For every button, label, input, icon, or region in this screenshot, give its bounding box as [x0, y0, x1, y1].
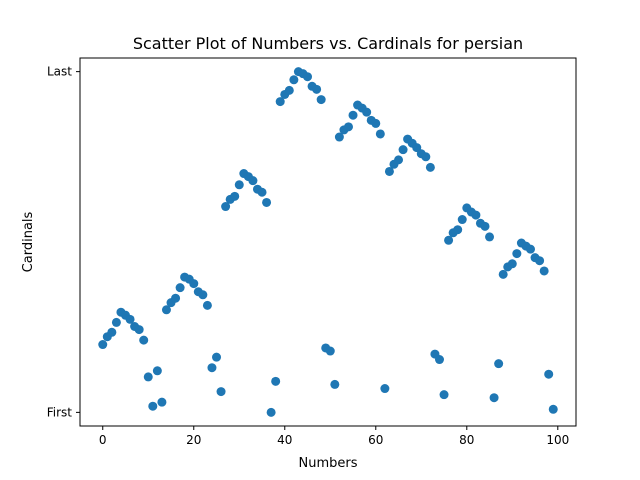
data-point-72 — [425, 162, 435, 172]
data-point-79 — [457, 215, 467, 225]
data-point-98 — [544, 369, 554, 379]
x-tick-label-20: 20 — [186, 433, 201, 447]
points-layer — [98, 67, 558, 417]
data-point-55 — [348, 110, 358, 120]
data-point-86 — [489, 393, 499, 403]
data-point-90 — [507, 259, 517, 269]
data-point-29 — [230, 191, 240, 201]
data-point-85 — [485, 232, 495, 242]
data-point-20 — [189, 279, 199, 289]
data-point-6 — [125, 314, 135, 324]
data-point-10 — [143, 372, 153, 382]
data-point-8 — [134, 325, 144, 335]
x-tick-label-100: 100 — [546, 433, 569, 447]
data-point-47 — [312, 84, 322, 94]
data-point-82 — [471, 210, 481, 220]
data-point-25 — [212, 352, 222, 362]
x-tick-label-0: 0 — [99, 433, 107, 447]
data-point-0 — [98, 340, 108, 350]
data-point-24 — [207, 363, 217, 373]
data-point-33 — [248, 176, 258, 186]
y-axis: First Last — [47, 65, 80, 419]
y-axis-label: Cardinals — [21, 211, 36, 272]
data-point-51 — [330, 379, 340, 389]
data-point-54 — [343, 122, 353, 132]
data-point-96 — [535, 256, 545, 266]
data-point-75 — [439, 390, 449, 400]
data-point-12 — [152, 366, 162, 376]
data-point-62 — [380, 384, 390, 394]
data-point-22 — [198, 290, 208, 300]
y-tick-label-first: First — [47, 405, 73, 419]
data-point-17 — [175, 283, 185, 293]
data-point-14 — [161, 305, 171, 315]
data-point-76 — [444, 235, 454, 245]
data-point-37 — [266, 407, 276, 417]
data-point-63 — [384, 166, 394, 176]
data-point-60 — [371, 118, 381, 128]
data-point-9 — [139, 335, 149, 345]
data-point-48 — [316, 95, 326, 105]
data-point-26 — [216, 387, 226, 397]
data-point-94 — [526, 244, 535, 254]
y-tick-label-last: Last — [47, 65, 72, 79]
data-point-39 — [275, 97, 285, 107]
x-axis: 0 20 40 60 80 100 — [99, 426, 569, 447]
chart-title: Scatter Plot of Numbers vs. Cardinals fo… — [133, 34, 523, 53]
data-point-50 — [325, 346, 335, 356]
data-point-2 — [107, 327, 117, 337]
data-point-66 — [398, 145, 408, 155]
data-point-30 — [234, 180, 244, 190]
data-point-42 — [289, 75, 299, 85]
data-point-52 — [334, 132, 344, 142]
x-tick-label-60: 60 — [368, 433, 383, 447]
data-point-88 — [498, 269, 508, 279]
data-point-45 — [303, 72, 313, 82]
data-point-3 — [111, 317, 121, 327]
data-point-36 — [262, 197, 272, 207]
data-point-35 — [257, 187, 267, 197]
data-point-84 — [480, 221, 490, 231]
data-point-91 — [512, 249, 522, 259]
plot-frame — [79, 57, 577, 427]
data-point-16 — [171, 293, 181, 303]
x-tick-label-40: 40 — [277, 433, 292, 447]
data-point-41 — [284, 85, 294, 95]
data-point-87 — [494, 359, 504, 369]
data-point-99 — [548, 404, 558, 414]
data-point-74 — [434, 355, 444, 365]
data-point-61 — [375, 129, 385, 139]
x-axis-label: Numbers — [299, 456, 358, 471]
data-point-97 — [539, 266, 549, 276]
data-point-58 — [362, 107, 372, 117]
data-point-69 — [412, 143, 422, 153]
data-point-13 — [157, 397, 167, 407]
data-point-71 — [421, 152, 431, 162]
data-point-11 — [148, 401, 158, 411]
data-point-23 — [202, 300, 212, 310]
x-tick-label-80: 80 — [459, 433, 474, 447]
data-point-38 — [271, 376, 281, 386]
data-point-78 — [453, 225, 463, 235]
data-point-27 — [221, 202, 231, 212]
data-point-65 — [394, 155, 404, 165]
